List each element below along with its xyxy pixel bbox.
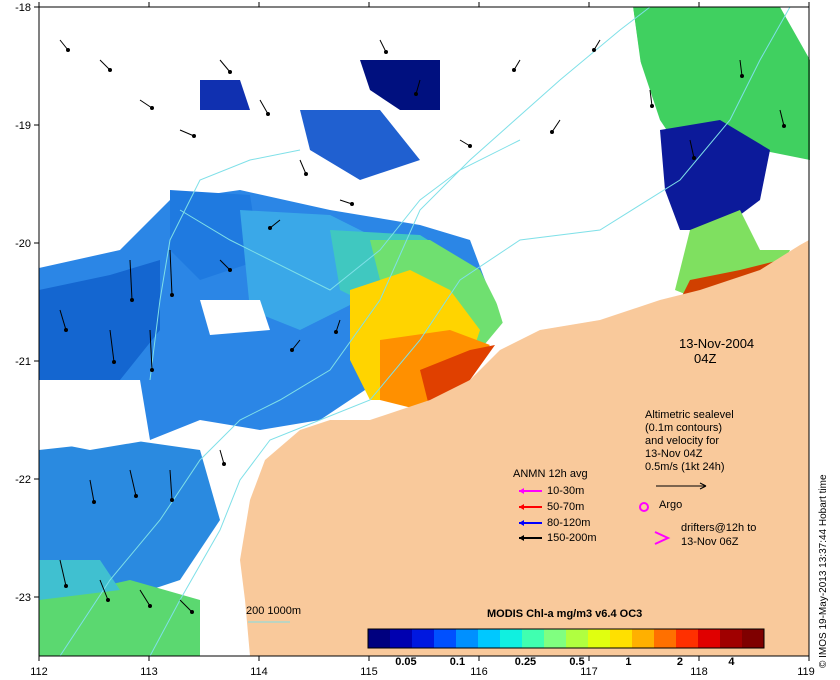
- sealevel-note-line: (0.1m contours): [645, 422, 723, 434]
- colorbar-tick-label: 0.5: [569, 656, 585, 668]
- x-tick-label: 117: [580, 666, 598, 678]
- anmn-legend-label: 150-200m: [547, 532, 597, 544]
- colorbar-swatch: [654, 629, 677, 648]
- colorbar-swatch: [544, 629, 567, 648]
- y-tick-label: -20: [15, 238, 31, 250]
- argo-label: Argo: [659, 499, 683, 511]
- y-tick-label: -19: [15, 120, 31, 132]
- sealevel-note-line: and velocity for: [645, 435, 719, 447]
- y-tick-label: -22: [15, 474, 31, 486]
- colorbar-swatch: [478, 629, 501, 648]
- colorbar-frame: [367, 628, 765, 649]
- y-tick-label: -18: [15, 2, 31, 14]
- peninsula: [298, 455, 334, 540]
- sealevel-note-line: 0.5m/s (1kt 24h): [645, 461, 725, 473]
- colorbar-swatch: [676, 629, 699, 648]
- colorbar-swatch: [610, 629, 633, 648]
- x-tick-label: 115: [360, 666, 378, 678]
- x-tick-label: 112: [30, 666, 48, 678]
- date-label: 13-Nov-2004: [679, 336, 755, 351]
- sealevel-note-line: 13-Nov 04Z: [645, 448, 703, 460]
- bathymetry-legend-label: 200 1000m: [246, 605, 302, 617]
- sealevel-note-line: Altimetric sealevel: [645, 409, 734, 421]
- colorbar-swatch: [720, 629, 743, 648]
- colorbar: [368, 629, 765, 648]
- colorbar-tick-label: 0.25: [514, 656, 537, 668]
- colorbar-tick-label: 1: [625, 656, 632, 668]
- drifter-label-line2: 13-Nov 06Z: [681, 536, 739, 548]
- y-tick-label: -23: [15, 592, 31, 604]
- credit-text: © IMOS 19-May-2013 13:37:44 Hobart time: [818, 474, 829, 668]
- velocity-scale-head: [699, 482, 707, 490]
- y-tick-marks: [34, 6, 39, 598]
- x-tick-label: 114: [250, 666, 268, 678]
- x-tick-label: 116: [470, 666, 488, 678]
- colorbar-tick-label: 4: [728, 656, 735, 668]
- x-tick-label: 113: [140, 666, 158, 678]
- velocity-arrows: [59, 39, 786, 614]
- colorbar-swatch: [368, 629, 391, 648]
- anmn-legend-label: 10-30m: [547, 485, 585, 497]
- colorbar-swatch: [522, 629, 545, 648]
- colorbar-swatch: [566, 629, 589, 648]
- colorbar-swatch: [588, 629, 611, 648]
- colorbar-swatch: [698, 629, 721, 648]
- x-tick-label: 118: [690, 666, 708, 678]
- colorbar-tick-label: 0.1: [449, 656, 466, 668]
- colorbar-title: MODIS Chl-a mg/m3 v6.4 OC3: [487, 608, 643, 620]
- argo-marker: [639, 502, 649, 512]
- bathymetry-contours: [59, 6, 791, 657]
- colorbar-swatch: [434, 629, 457, 648]
- anmn-legend-label: 80-120m: [547, 517, 591, 529]
- drifter-label-line1: drifters@12h to: [681, 522, 757, 534]
- y-tick-label: -21: [15, 356, 31, 368]
- colorbar-tick-label: 0.05: [395, 656, 417, 668]
- colorbar-tick-label: 2: [676, 656, 684, 668]
- colorbar-swatch: [500, 629, 523, 648]
- land-mass: [240, 240, 809, 656]
- plot-frame: [38, 6, 810, 657]
- colorbar-swatch: [390, 629, 413, 648]
- colorbar-swatch: [742, 629, 765, 648]
- drifter-marker: [654, 531, 671, 545]
- x-tick-label: 119: [797, 666, 815, 678]
- colorbar-swatch: [412, 629, 435, 648]
- sealevel-note: Altimetric sealevel (0.1m contours) and …: [645, 409, 734, 474]
- anmn-legend-title: ANMN 12h avg: [513, 468, 588, 480]
- colorbar-swatch: [632, 629, 655, 648]
- time-label: 04Z: [694, 351, 717, 366]
- colorbar-swatch: [456, 629, 479, 648]
- anmn-legend-arrows: [519, 488, 542, 541]
- x-tick-marks: [38, 2, 810, 661]
- anmn-legend-label: 50-70m: [547, 501, 585, 513]
